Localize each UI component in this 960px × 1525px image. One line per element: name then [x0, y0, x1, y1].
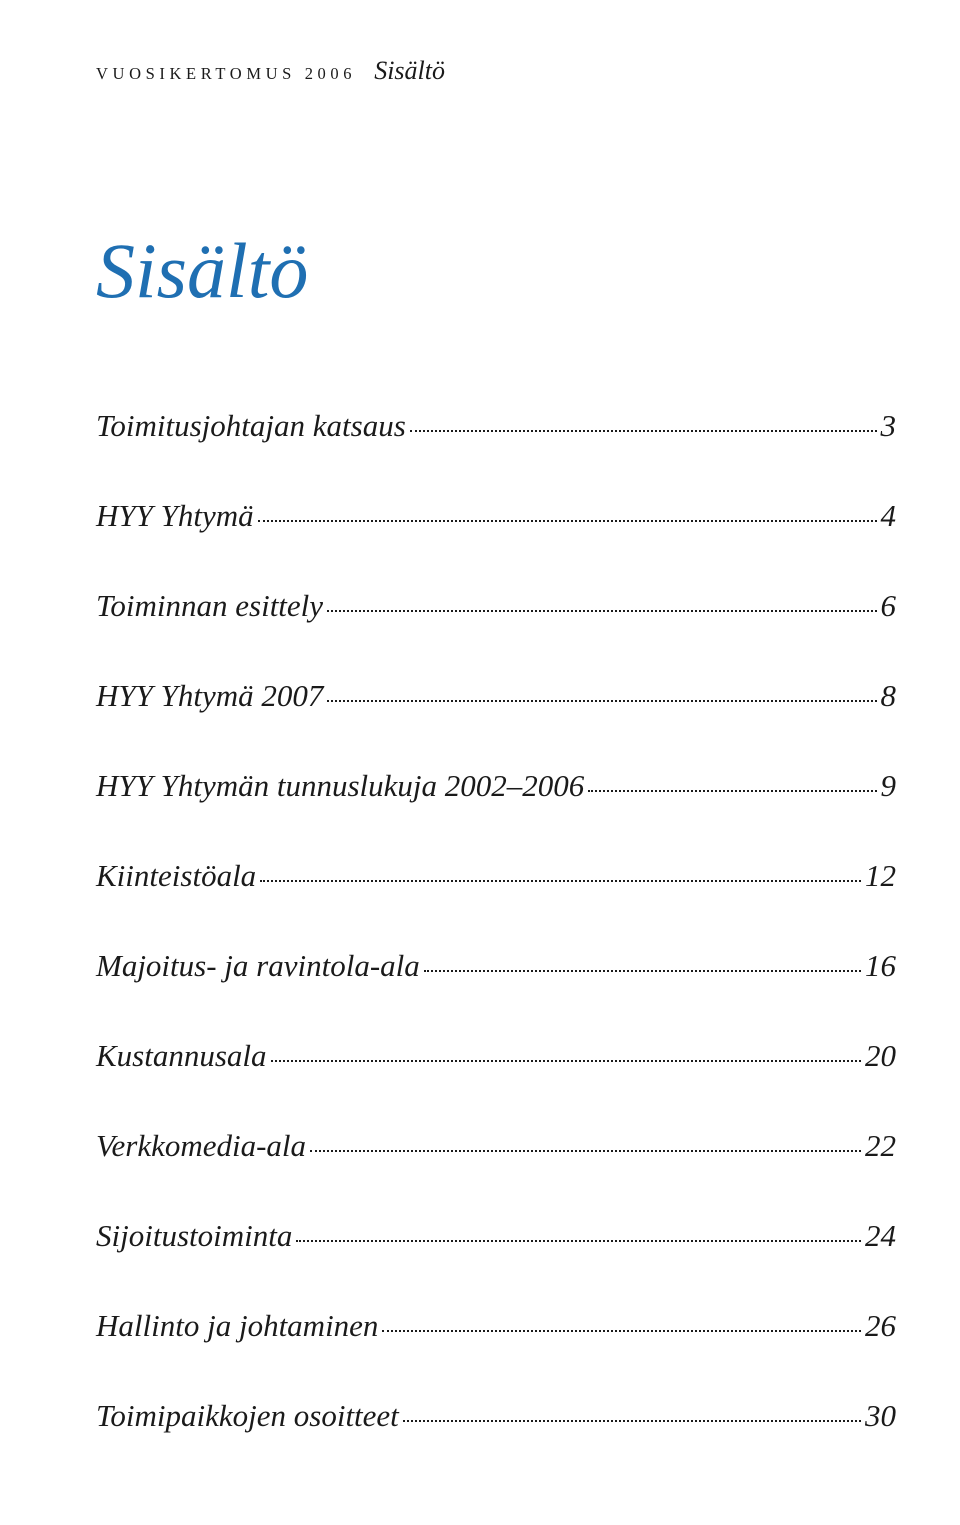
header-line: VUOSIKERTOMUS 2006 Sisältö — [96, 56, 896, 86]
toc-row: Kustannusala 20 — [96, 1038, 896, 1074]
toc-row: HYY Yhtymä 2007 8 — [96, 678, 896, 714]
toc-label: HYY Yhtymän tunnuslukuja 2002–2006 — [96, 768, 584, 804]
toc-row: HYY Yhtymän tunnuslukuja 2002–2006 9 — [96, 768, 896, 804]
toc-page: 26 — [865, 1308, 896, 1344]
toc-label: Toimitusjohtajan katsaus — [96, 408, 406, 444]
toc-label: Kustannusala — [96, 1038, 267, 1074]
toc-row: Verkkomedia-ala 22 — [96, 1128, 896, 1164]
toc-page: 16 — [865, 948, 896, 984]
toc-row: HYY Yhtymä 4 — [96, 498, 896, 534]
toc-leader-dots — [588, 790, 876, 792]
toc-leader-dots — [296, 1240, 861, 1242]
toc-page: 22 — [865, 1128, 896, 1164]
toc-row: Toimitusjohtajan katsaus 3 — [96, 408, 896, 444]
toc-page: 4 — [881, 498, 897, 534]
toc-leader-dots — [271, 1060, 861, 1062]
toc-page: 20 — [865, 1038, 896, 1074]
toc-label: HYY Yhtymä 2007 — [96, 678, 323, 714]
page-title: Sisältö — [96, 226, 896, 316]
toc-list: Toimitusjohtajan katsaus 3 HYY Yhtymä 4 … — [96, 408, 896, 1434]
header-caps: VUOSIKERTOMUS 2006 — [96, 64, 356, 84]
toc-page: 24 — [865, 1218, 896, 1254]
toc-leader-dots — [424, 970, 861, 972]
header-section-label: Sisältö — [374, 56, 445, 86]
toc-page: 30 — [865, 1398, 896, 1434]
toc-leader-dots — [260, 880, 861, 882]
toc-leader-dots — [327, 700, 876, 702]
toc-label: HYY Yhtymä — [96, 498, 254, 534]
toc-label: Toimipaikkojen osoitteet — [96, 1398, 399, 1434]
toc-leader-dots — [258, 520, 877, 522]
toc-row: Hallinto ja johtaminen 26 — [96, 1308, 896, 1344]
toc-page: 12 — [865, 858, 896, 894]
toc-label: Toiminnan esittely — [96, 588, 323, 624]
toc-label: Majoitus- ja ravintola-ala — [96, 948, 420, 984]
toc-label: Sijoitustoiminta — [96, 1218, 292, 1254]
toc-leader-dots — [382, 1330, 861, 1332]
toc-page: 6 — [881, 588, 897, 624]
toc-page: 3 — [881, 408, 897, 444]
toc-label: Verkkomedia-ala — [96, 1128, 306, 1164]
toc-row: Toiminnan esittely 6 — [96, 588, 896, 624]
toc-label: Hallinto ja johtaminen — [96, 1308, 378, 1344]
toc-leader-dots — [410, 430, 877, 432]
toc-row: Majoitus- ja ravintola-ala 16 — [96, 948, 896, 984]
toc-row: Sijoitustoiminta 24 — [96, 1218, 896, 1254]
toc-label: Kiinteistöala — [96, 858, 256, 894]
toc-page: 9 — [881, 768, 897, 804]
toc-page: 8 — [881, 678, 897, 714]
toc-row: Toimipaikkojen osoitteet 30 — [96, 1398, 896, 1434]
toc-row: Kiinteistöala 12 — [96, 858, 896, 894]
toc-leader-dots — [310, 1150, 861, 1152]
toc-leader-dots — [403, 1420, 861, 1422]
toc-leader-dots — [327, 610, 876, 612]
